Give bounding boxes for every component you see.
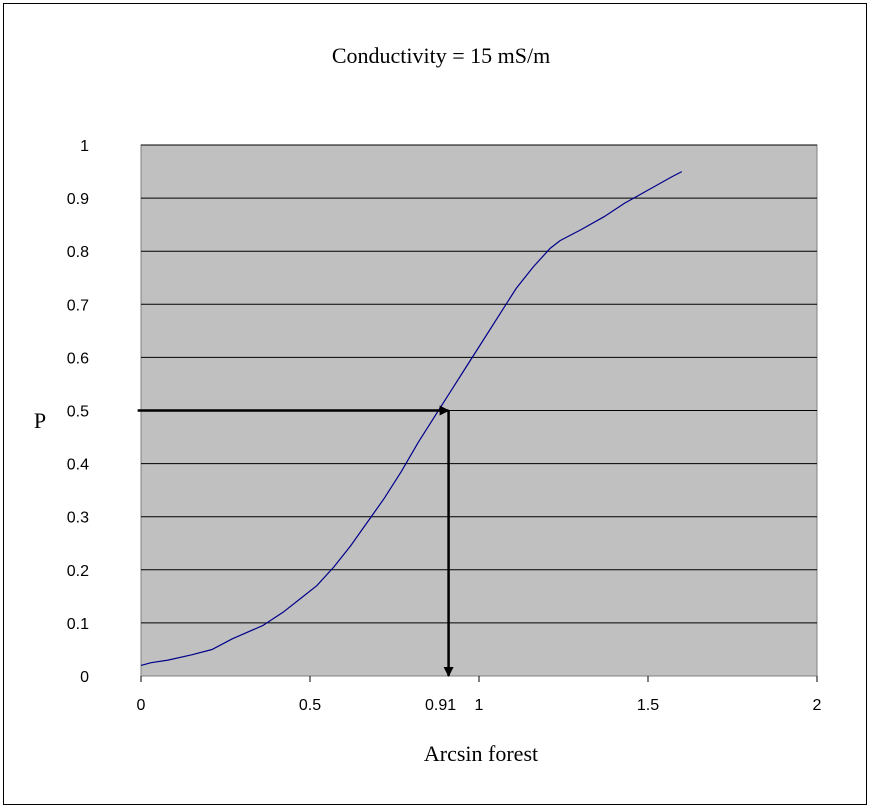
y-tick-label: 0.6 [67, 350, 89, 367]
y-tick-label: 0.5 [67, 404, 89, 421]
series-line-0 [140, 171, 683, 666]
annotation-tick-label: 0.91 [425, 697, 456, 714]
x-tick-label: 0.5 [299, 697, 321, 714]
x-tick-label: 0 [137, 697, 146, 714]
y-axis-label: P [34, 408, 46, 433]
y-tick-label: 0.1 [67, 616, 89, 633]
x-tick-label: 1 [475, 697, 484, 714]
y-tick-label: 0 [80, 669, 89, 686]
y-tick-label: 0.9 [67, 191, 89, 208]
y-tick-label: 0.8 [67, 244, 89, 261]
y-tick-label: 1 [80, 138, 89, 155]
x-axis-label: Arcsin forest [424, 741, 538, 766]
chart-title: Conductivity = 15 mS/m [332, 43, 550, 68]
annotations: 0.91 [137, 405, 456, 714]
y-tick-label: 0.3 [67, 510, 89, 527]
series-group [140, 171, 683, 666]
y-tick-label: 0.7 [67, 297, 89, 314]
x-tick-label: 1.5 [637, 697, 659, 714]
y-tick-label: 0.2 [67, 563, 89, 580]
y-tick-label: 0.4 [67, 457, 89, 474]
x-tick-label: 2 [813, 697, 822, 714]
y-axis: 0 0.1 0.2 0.3 0.4 0.5 0.6 0.7 0.8 0.9 1 [67, 138, 89, 686]
x-axis: 0 0.5 1 1.5 2 [137, 676, 822, 714]
